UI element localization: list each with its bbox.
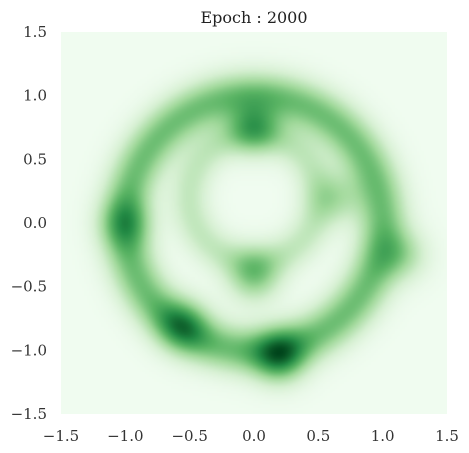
y-tick-label: −1.0 bbox=[11, 341, 47, 359]
x-tick-label: −0.5 bbox=[171, 427, 207, 445]
x-axis: −1.5 −1.0 −0.5 0.0 0.5 1.0 1.5 bbox=[43, 427, 459, 445]
y-axis: 1.5 1.0 0.5 0.0 −0.5 −1.0 −1.5 bbox=[11, 23, 47, 423]
x-tick-label: 1.5 bbox=[435, 427, 459, 445]
x-tick-label: 0.0 bbox=[242, 427, 266, 445]
y-tick-label: −1.5 bbox=[11, 405, 47, 423]
density-heatmap bbox=[61, 32, 447, 414]
y-tick-label: 1.5 bbox=[23, 23, 47, 41]
x-tick-label: 1.0 bbox=[371, 427, 395, 445]
y-tick-label: −0.5 bbox=[11, 278, 47, 296]
y-tick-label: 0.0 bbox=[23, 214, 47, 232]
x-tick-label: −1.5 bbox=[43, 427, 79, 445]
y-tick-label: 1.0 bbox=[23, 87, 47, 105]
y-tick-label: 0.5 bbox=[23, 150, 47, 168]
chart-title: Epoch : 2000 bbox=[200, 8, 307, 27]
x-tick-label: 0.5 bbox=[306, 427, 330, 445]
x-tick-label: −1.0 bbox=[107, 427, 143, 445]
